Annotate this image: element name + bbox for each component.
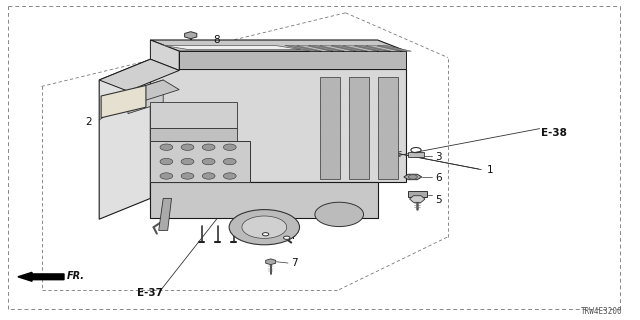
Polygon shape (354, 45, 388, 51)
Polygon shape (150, 182, 378, 218)
Polygon shape (150, 102, 237, 128)
Circle shape (408, 175, 417, 179)
Circle shape (229, 210, 300, 245)
Circle shape (223, 173, 236, 179)
Polygon shape (349, 77, 369, 179)
Polygon shape (285, 45, 319, 51)
Text: 5: 5 (435, 195, 442, 205)
Circle shape (160, 144, 173, 150)
Text: TRW4E3200: TRW4E3200 (580, 307, 622, 316)
Polygon shape (150, 40, 406, 51)
Text: 2: 2 (85, 116, 92, 127)
Text: 8: 8 (213, 35, 220, 45)
Polygon shape (377, 45, 412, 51)
Circle shape (262, 233, 269, 236)
Text: E-37: E-37 (138, 288, 163, 298)
Circle shape (181, 144, 194, 150)
Circle shape (223, 144, 236, 150)
Polygon shape (150, 40, 179, 70)
Circle shape (202, 158, 215, 165)
Polygon shape (308, 45, 342, 51)
Text: E-38: E-38 (541, 128, 566, 138)
Polygon shape (163, 45, 301, 50)
Circle shape (223, 158, 236, 165)
Circle shape (315, 202, 364, 227)
Polygon shape (179, 51, 406, 69)
Circle shape (202, 144, 215, 150)
Text: 7: 7 (291, 258, 298, 268)
FancyArrow shape (18, 272, 64, 281)
Polygon shape (101, 85, 146, 118)
Polygon shape (128, 80, 163, 114)
Polygon shape (342, 45, 377, 51)
Polygon shape (128, 80, 179, 101)
Text: 3: 3 (435, 152, 442, 162)
Polygon shape (150, 141, 250, 182)
Polygon shape (365, 45, 400, 51)
Polygon shape (320, 77, 340, 179)
Polygon shape (159, 198, 172, 230)
Circle shape (242, 216, 287, 238)
Text: 1: 1 (486, 164, 493, 175)
Text: FR.: FR. (67, 271, 85, 281)
Polygon shape (296, 45, 331, 51)
Circle shape (181, 173, 194, 179)
Polygon shape (150, 69, 406, 182)
Polygon shape (410, 196, 425, 202)
Polygon shape (331, 45, 365, 51)
Circle shape (160, 173, 173, 179)
Circle shape (181, 158, 194, 165)
Polygon shape (319, 45, 354, 51)
Circle shape (160, 158, 173, 165)
Circle shape (284, 236, 290, 239)
Polygon shape (184, 32, 197, 39)
Polygon shape (404, 174, 422, 180)
Text: 6: 6 (435, 172, 442, 183)
Polygon shape (266, 259, 276, 265)
Polygon shape (408, 152, 424, 157)
Polygon shape (378, 77, 398, 179)
Polygon shape (150, 128, 237, 141)
Polygon shape (99, 59, 179, 91)
Polygon shape (99, 59, 150, 219)
Circle shape (202, 173, 215, 179)
Polygon shape (408, 191, 427, 197)
Text: 4: 4 (288, 231, 294, 241)
